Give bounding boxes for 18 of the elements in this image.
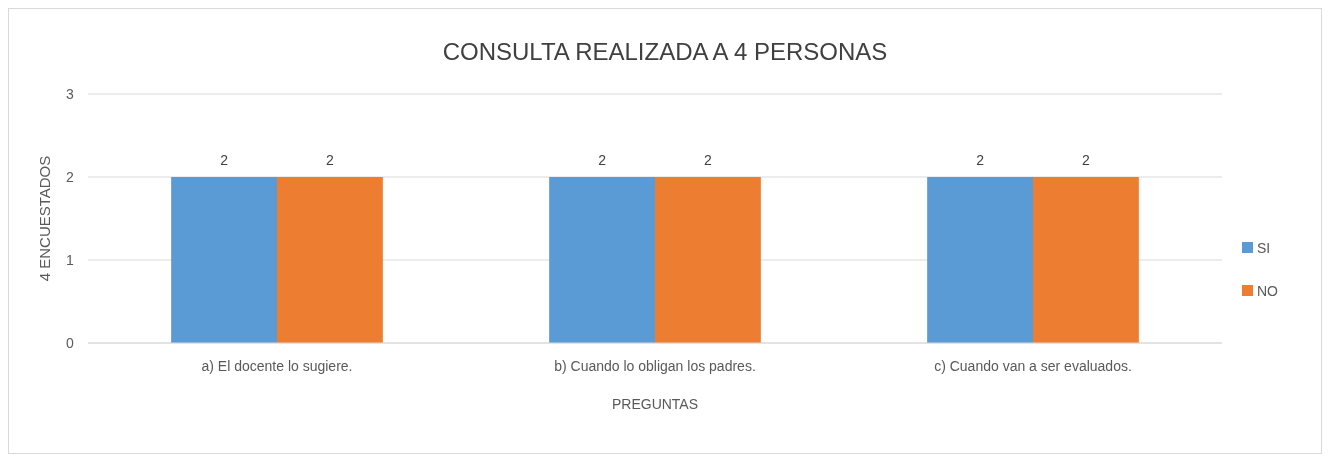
data-label: 2: [598, 152, 607, 168]
x-tick-label: a) El docente lo sugiere.: [201, 358, 353, 374]
data-label: 2: [326, 152, 335, 168]
y-tick-label: 2: [66, 169, 75, 185]
x-tick-label: b) Cuando lo obligan los padres.: [554, 358, 756, 374]
data-label: 2: [1082, 152, 1091, 168]
x-axis-title: PREGUNTAS: [611, 396, 699, 412]
data-label: 2: [976, 152, 985, 168]
y-tick-label: 1: [66, 252, 75, 268]
y-tick-label: 0: [66, 335, 75, 351]
y-axis-title: 4 ENCUESTADOS: [36, 155, 53, 282]
data-label: 2: [220, 152, 229, 168]
data-label: 2: [704, 152, 713, 168]
legend-label: NO: [1257, 283, 1279, 299]
y-tick-label: 3: [66, 86, 75, 102]
x-tick-label: c) Cuando van a ser evaluados.: [934, 358, 1132, 374]
chart-title: CONSULTA REALIZADA A 4 PERSONAS: [442, 38, 888, 65]
legend-label: SI: [1257, 240, 1271, 256]
